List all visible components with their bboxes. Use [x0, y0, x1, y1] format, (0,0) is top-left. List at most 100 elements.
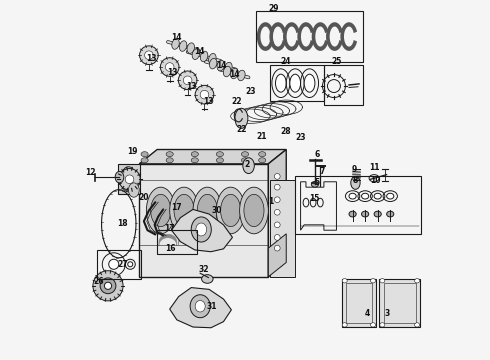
- Ellipse shape: [259, 158, 266, 163]
- Polygon shape: [326, 22, 343, 51]
- Text: 31: 31: [207, 302, 217, 311]
- Ellipse shape: [243, 158, 254, 174]
- Ellipse shape: [170, 187, 198, 234]
- Text: 14: 14: [172, 33, 182, 42]
- Ellipse shape: [141, 152, 148, 157]
- Ellipse shape: [216, 152, 223, 157]
- Ellipse shape: [119, 168, 140, 190]
- Ellipse shape: [238, 70, 245, 81]
- Ellipse shape: [93, 271, 123, 301]
- Ellipse shape: [380, 279, 385, 283]
- Ellipse shape: [349, 193, 356, 199]
- Polygon shape: [312, 22, 328, 51]
- Polygon shape: [118, 164, 140, 194]
- Ellipse shape: [349, 211, 356, 217]
- Text: 13: 13: [167, 68, 178, 77]
- Text: 25: 25: [331, 57, 342, 66]
- Polygon shape: [139, 149, 286, 164]
- Ellipse shape: [166, 152, 173, 157]
- Polygon shape: [172, 210, 232, 252]
- Ellipse shape: [216, 187, 245, 234]
- Polygon shape: [297, 22, 314, 51]
- Ellipse shape: [100, 278, 116, 294]
- Polygon shape: [269, 234, 286, 277]
- Ellipse shape: [209, 58, 217, 69]
- Text: 13: 13: [203, 96, 214, 105]
- Ellipse shape: [342, 323, 347, 327]
- Ellipse shape: [304, 74, 315, 92]
- Ellipse shape: [415, 279, 419, 283]
- Ellipse shape: [374, 211, 381, 217]
- Ellipse shape: [387, 193, 394, 199]
- Text: 13: 13: [186, 82, 196, 91]
- Ellipse shape: [201, 275, 213, 283]
- Text: 17: 17: [171, 203, 181, 212]
- Ellipse shape: [140, 46, 158, 64]
- Ellipse shape: [109, 259, 119, 269]
- Text: 30: 30: [211, 206, 221, 215]
- Ellipse shape: [174, 194, 194, 226]
- Ellipse shape: [216, 158, 223, 163]
- Ellipse shape: [200, 51, 208, 62]
- Ellipse shape: [209, 53, 216, 64]
- Text: 23: 23: [245, 86, 256, 95]
- Ellipse shape: [274, 184, 280, 190]
- Ellipse shape: [200, 90, 209, 99]
- Polygon shape: [270, 180, 295, 277]
- Text: 5: 5: [314, 178, 319, 187]
- Ellipse shape: [166, 63, 174, 71]
- Ellipse shape: [240, 187, 269, 234]
- Ellipse shape: [128, 262, 133, 267]
- Ellipse shape: [197, 194, 218, 226]
- Ellipse shape: [193, 187, 221, 234]
- Ellipse shape: [191, 158, 198, 163]
- Text: 19: 19: [127, 147, 137, 156]
- Ellipse shape: [190, 295, 210, 318]
- Text: 11: 11: [369, 163, 380, 172]
- Polygon shape: [341, 22, 357, 51]
- Ellipse shape: [145, 51, 153, 59]
- Ellipse shape: [362, 193, 368, 199]
- Text: 9: 9: [352, 165, 357, 174]
- Ellipse shape: [274, 234, 280, 240]
- Ellipse shape: [196, 223, 207, 236]
- Ellipse shape: [387, 211, 394, 217]
- Ellipse shape: [274, 174, 280, 179]
- Ellipse shape: [274, 197, 280, 203]
- Ellipse shape: [195, 85, 214, 104]
- Text: 8: 8: [353, 176, 358, 185]
- Ellipse shape: [342, 279, 347, 283]
- Text: 15: 15: [309, 194, 319, 203]
- Text: 22: 22: [232, 97, 243, 106]
- Ellipse shape: [183, 76, 192, 85]
- Ellipse shape: [235, 108, 248, 129]
- Ellipse shape: [191, 152, 198, 157]
- Ellipse shape: [242, 152, 248, 157]
- Ellipse shape: [179, 41, 187, 51]
- Ellipse shape: [225, 62, 232, 73]
- Polygon shape: [379, 279, 420, 327]
- Ellipse shape: [380, 323, 385, 327]
- Text: 17: 17: [164, 224, 175, 233]
- Ellipse shape: [187, 43, 195, 53]
- Text: 29: 29: [269, 4, 279, 13]
- Ellipse shape: [311, 181, 318, 187]
- Polygon shape: [269, 149, 286, 277]
- Ellipse shape: [244, 194, 264, 226]
- Ellipse shape: [166, 158, 173, 163]
- Text: 28: 28: [281, 127, 291, 136]
- Text: 27: 27: [117, 260, 128, 269]
- Text: 23: 23: [295, 133, 305, 142]
- Text: 22: 22: [236, 125, 246, 134]
- Text: 24: 24: [280, 57, 291, 66]
- Ellipse shape: [128, 183, 139, 197]
- Polygon shape: [178, 235, 191, 245]
- Text: 20: 20: [139, 193, 149, 202]
- Ellipse shape: [242, 158, 248, 163]
- Polygon shape: [283, 22, 300, 51]
- Ellipse shape: [274, 245, 280, 251]
- Ellipse shape: [151, 194, 171, 226]
- Ellipse shape: [172, 39, 179, 49]
- Polygon shape: [139, 164, 269, 277]
- Ellipse shape: [223, 66, 231, 77]
